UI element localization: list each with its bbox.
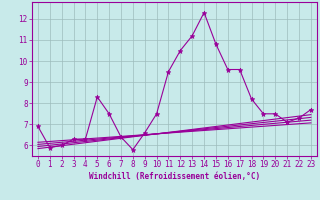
X-axis label: Windchill (Refroidissement éolien,°C): Windchill (Refroidissement éolien,°C) <box>89 172 260 181</box>
